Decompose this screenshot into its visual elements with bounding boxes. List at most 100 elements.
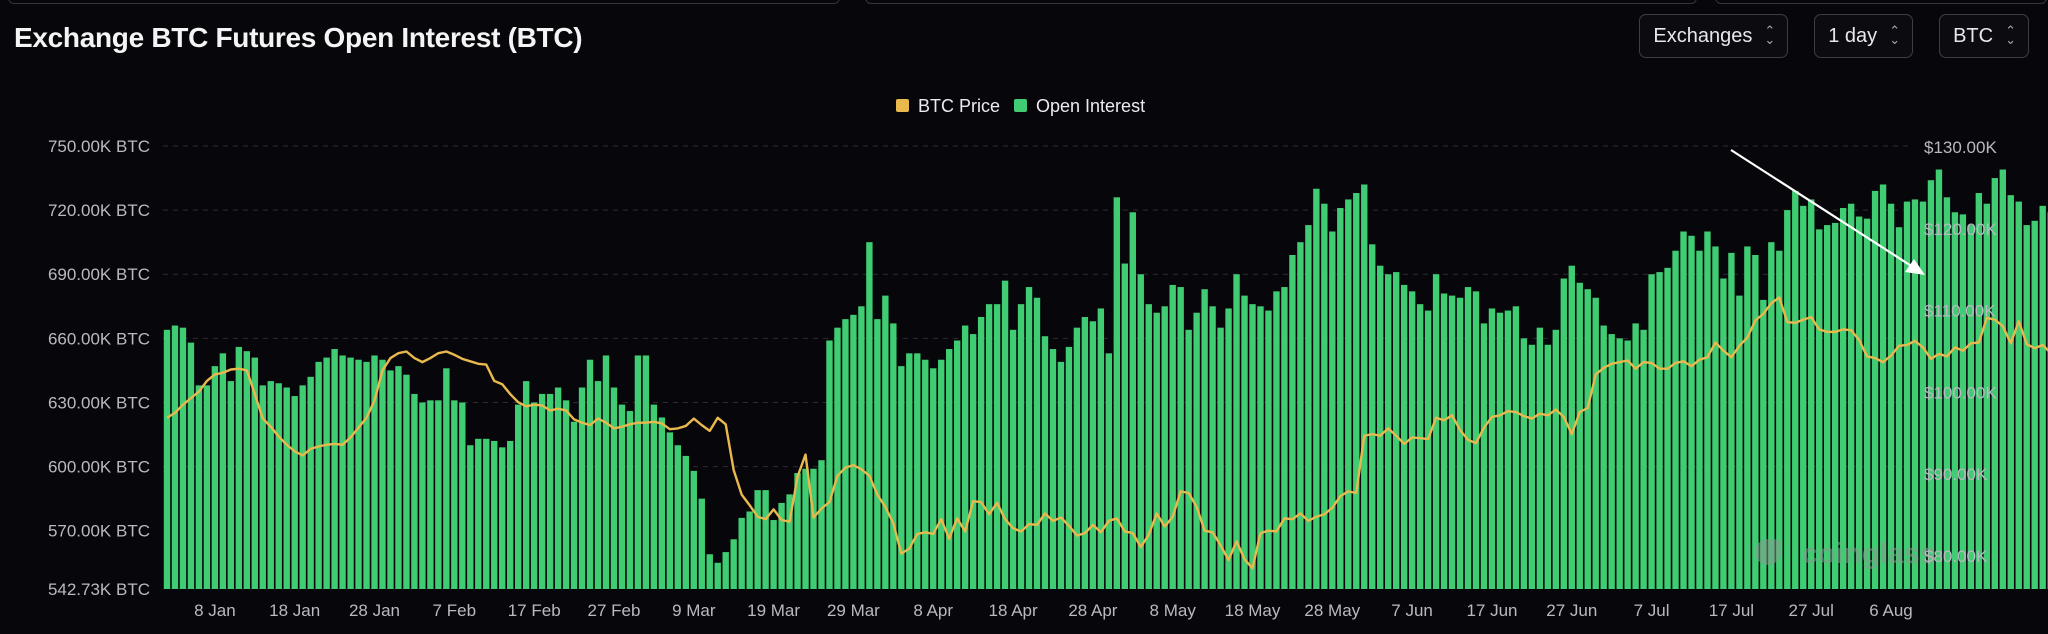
open-interest-bar[interactable] xyxy=(586,359,594,589)
open-interest-bar[interactable] xyxy=(1736,295,1743,589)
open-interest-bar[interactable] xyxy=(1696,250,1703,590)
open-interest-bar[interactable] xyxy=(914,353,921,589)
open-interest-bar[interactable] xyxy=(1528,344,1536,589)
open-interest-bar[interactable] xyxy=(1217,327,1224,589)
open-interest-bar[interactable] xyxy=(1544,344,1552,589)
open-interest-bar[interactable] xyxy=(1520,338,1528,589)
open-interest-bar[interactable] xyxy=(2023,225,2030,589)
open-interest-bar[interactable] xyxy=(275,383,282,589)
open-interest-bar[interactable] xyxy=(395,366,402,589)
open-interest-bar[interactable] xyxy=(1688,235,1695,589)
open-interest-bar[interactable] xyxy=(1608,334,1615,589)
open-interest-bar[interactable] xyxy=(515,404,522,589)
open-interest-bar[interactable] xyxy=(1536,327,1544,589)
open-interest-bar[interactable] xyxy=(1808,199,1815,589)
open-interest-bar[interactable] xyxy=(1680,231,1687,590)
open-interest-bar[interactable] xyxy=(1951,212,1959,589)
open-interest-bar[interactable] xyxy=(1105,353,1113,589)
open-interest-bar[interactable] xyxy=(1768,242,1775,589)
open-interest-bar[interactable] xyxy=(1201,289,1208,589)
open-interest-bar[interactable] xyxy=(1975,193,1983,589)
open-interest-bar[interactable] xyxy=(451,400,458,589)
open-interest-bar[interactable] xyxy=(331,349,338,589)
open-interest-bar[interactable] xyxy=(1560,278,1567,589)
open-interest-bar[interactable] xyxy=(1353,193,1360,589)
open-interest-bar[interactable] xyxy=(1153,312,1160,589)
open-interest-bar[interactable] xyxy=(1305,225,1312,589)
open-interest-bar[interactable] xyxy=(1073,327,1081,589)
open-interest-bar[interactable] xyxy=(307,376,314,589)
open-interest-bar[interactable] xyxy=(1871,190,1879,589)
open-interest-bar[interactable] xyxy=(1488,308,1496,589)
open-interest-bar[interactable] xyxy=(1943,197,1951,590)
open-interest-bar[interactable] xyxy=(355,359,362,589)
open-interest-bar[interactable] xyxy=(1967,225,1975,589)
open-interest-bar[interactable] xyxy=(371,355,378,589)
open-interest-bar[interactable] xyxy=(938,359,945,589)
open-interest-bar[interactable] xyxy=(1496,312,1504,589)
open-interest-bar[interactable] xyxy=(1265,310,1272,589)
open-interest-bar[interactable] xyxy=(1400,284,1408,589)
open-interest-bar[interactable] xyxy=(1847,203,1855,589)
open-interest-bar[interactable] xyxy=(427,400,434,589)
legend-item-open-interest[interactable]: Open Interest xyxy=(1014,96,1145,116)
open-interest-bar[interactable] xyxy=(1552,329,1559,589)
open-interest-bar[interactable] xyxy=(714,562,721,589)
open-interest-bar[interactable] xyxy=(658,417,666,589)
open-interest-bar[interactable] xyxy=(443,368,450,589)
open-interest-bar[interactable] xyxy=(1824,225,1831,589)
open-interest-bar[interactable] xyxy=(339,355,346,589)
open-interest-bar[interactable] xyxy=(251,357,258,589)
open-interest-bar[interactable] xyxy=(1440,293,1448,589)
open-interest-bar[interactable] xyxy=(1879,184,1887,589)
open-interest-bar[interactable] xyxy=(1576,282,1583,589)
open-interest-bar[interactable] xyxy=(419,402,426,589)
open-interest-bar[interactable] xyxy=(1009,329,1017,589)
open-interest-bar[interactable] xyxy=(1863,218,1871,590)
open-interest-bar[interactable] xyxy=(1049,349,1057,589)
open-interest-bar[interactable] xyxy=(1361,184,1368,589)
open-interest-bar[interactable] xyxy=(1377,265,1384,589)
open-interest-bar[interactable] xyxy=(1504,310,1512,589)
open-interest-bar[interactable] xyxy=(1113,197,1121,590)
open-interest-bar[interactable] xyxy=(1424,310,1432,589)
open-interest-bar[interactable] xyxy=(1664,267,1671,589)
open-interest-bar[interactable] xyxy=(1089,321,1097,589)
open-interest-bar[interactable] xyxy=(1999,169,2006,589)
open-interest-bar[interactable] xyxy=(1919,201,1927,589)
open-interest-bar[interactable] xyxy=(171,325,179,589)
open-interest-bar[interactable] xyxy=(2007,195,2014,589)
open-interest-bar[interactable] xyxy=(890,323,897,589)
open-interest-bar[interactable] xyxy=(1369,244,1376,589)
open-interest-bar[interactable] xyxy=(634,355,642,589)
open-interest-bar[interactable] xyxy=(1855,216,1863,589)
open-interest-bar[interactable] xyxy=(195,385,203,589)
open-interest-bar[interactable] xyxy=(1728,252,1735,589)
open-interest-bar[interactable] xyxy=(179,327,187,589)
open-interest-bar[interactable] xyxy=(762,490,769,589)
open-interest-bar[interactable] xyxy=(283,387,290,589)
open-interest-bar[interactable] xyxy=(850,314,857,589)
open-interest-bar[interactable] xyxy=(363,361,370,589)
open-interest-bar[interactable] xyxy=(794,473,801,589)
open-interest-bar[interactable] xyxy=(1512,306,1520,589)
open-interest-bar[interactable] xyxy=(1839,207,1847,590)
open-interest-bar[interactable] xyxy=(1911,199,1919,589)
open-interest-bar[interactable] xyxy=(946,349,953,589)
open-interest-bar[interactable] xyxy=(1281,287,1288,589)
open-interest-bar[interactable] xyxy=(1065,346,1073,589)
open-interest-bar[interactable] xyxy=(538,393,546,589)
open-interest-bar[interactable] xyxy=(483,438,490,589)
open-interest-bar[interactable] xyxy=(1209,306,1216,589)
open-interest-bar[interactable] xyxy=(650,404,658,589)
open-interest-bar[interactable] xyxy=(1704,231,1711,590)
open-interest-bar[interactable] xyxy=(1081,316,1089,589)
open-interest-bar[interactable] xyxy=(1025,287,1033,589)
open-interest-bar[interactable] xyxy=(1033,297,1041,589)
open-interest-bar[interactable] xyxy=(259,385,266,589)
open-interest-bar[interactable] xyxy=(1480,323,1488,589)
open-interest-bar[interactable] xyxy=(594,381,602,589)
open-interest-bar[interactable] xyxy=(722,552,729,589)
open-interest-bar[interactable] xyxy=(993,304,1001,589)
open-interest-bar[interactable] xyxy=(1329,231,1336,590)
